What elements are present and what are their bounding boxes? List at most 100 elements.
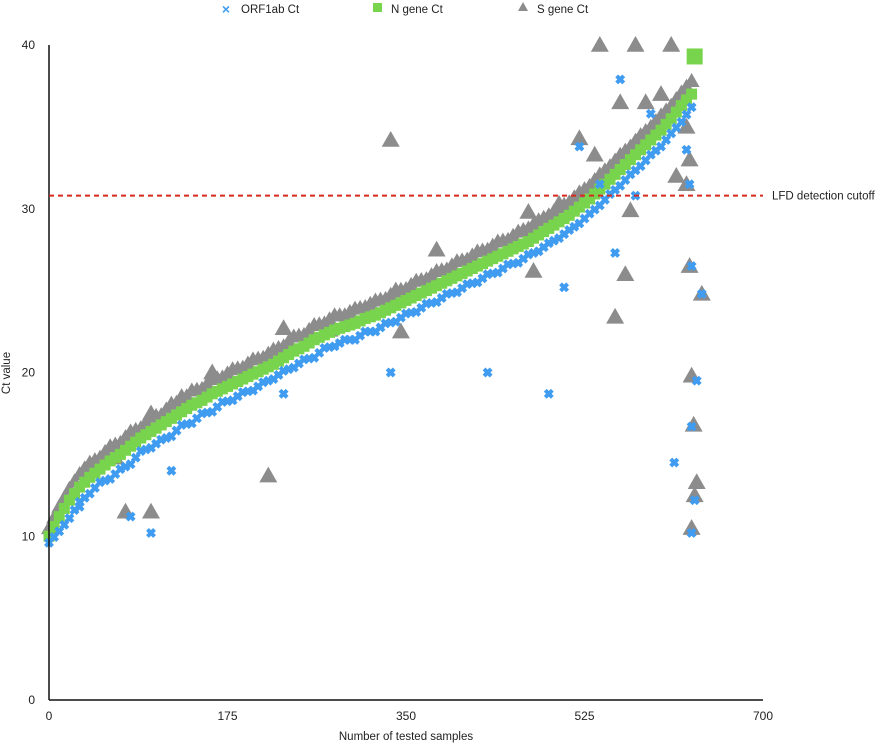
n-gene-ct-point (405, 292, 417, 304)
orf1ab-ct-point (278, 388, 289, 399)
n-gene-ct-point (58, 502, 70, 514)
orf1ab-ct-point (202, 407, 213, 418)
y-tick-label: 0 (28, 693, 35, 707)
s-gene-ct-point (423, 267, 440, 282)
orf1ab-ct-point (559, 282, 570, 293)
y-tick-label: 10 (22, 529, 36, 543)
n-gene-ct-point (262, 361, 274, 373)
legend-orf1ab-label: ORF1ab Ct (241, 4, 300, 16)
orf1ab-ct-point (375, 322, 386, 333)
n-gene-ct-point (589, 188, 601, 200)
orf1ab-ct-point (191, 413, 202, 424)
s-gene-ct-point (203, 363, 222, 380)
legend-s-gene-marker (518, 2, 528, 11)
n-gene-ct-point (395, 297, 407, 309)
s-gene-ct-point (515, 222, 532, 237)
s-gene-ct-point (137, 414, 154, 429)
legend: × ORF1ab Ct N gene Ct S gene Ct (222, 1, 589, 17)
s-gene-ct-point (464, 247, 481, 262)
n-gene-ct-point (79, 476, 91, 488)
s-gene-ct-point (76, 460, 93, 475)
orf1ab-ct-point (446, 288, 457, 299)
x-tick-label: 525 (574, 709, 594, 723)
s-gene-ct-point (443, 257, 460, 272)
s-gene-ct-point (107, 436, 124, 451)
s-gene-ct-point (172, 388, 191, 404)
orf1ab-ct-point (630, 165, 641, 176)
orf1ab-ct-point (689, 495, 700, 506)
s-gene-ct-point (427, 240, 446, 257)
s-gene-ct-point (199, 375, 216, 390)
orf1ab-ct-point (365, 326, 376, 337)
s-gene-ct-point (505, 227, 522, 242)
orf1ab-ct-point (538, 242, 549, 253)
orf1ab-ct-point (691, 375, 702, 386)
n-gene-ct-point (222, 380, 233, 392)
orf1ab-ct-point (669, 457, 680, 468)
s-gene-ct-point (391, 322, 410, 339)
n-gene-ct-point (426, 282, 437, 294)
s-gene-ct-point (311, 316, 328, 331)
n-gene-ct-point (324, 326, 335, 338)
s-gene-ct-point (637, 122, 654, 137)
orf1ab-ct-point (242, 386, 253, 397)
n-gene-ct-point (211, 385, 223, 397)
orf1ab-ct-point (416, 302, 427, 313)
orf1ab-ct-point (645, 108, 656, 119)
cutoff-label: LFD detection cutoff (772, 191, 876, 203)
n-gene-ct-point (109, 452, 121, 464)
s-gene-ct-point (611, 93, 630, 110)
n-gene-ct-point (232, 376, 244, 388)
n-gene-ct-point (517, 238, 529, 250)
n-gene-ct-point (334, 322, 346, 334)
orf1ab-ct-point (146, 528, 156, 538)
n-gene-ct-point (650, 129, 662, 141)
legend-n-gene-label: N gene Ct (391, 4, 444, 16)
s-gene-ct-point (362, 295, 379, 310)
orf1ab-ct-point (273, 370, 284, 380)
orf1ab-ct-point (120, 461, 131, 472)
orf1ab-ct-point (89, 482, 100, 493)
s-gene-ct-point (403, 276, 420, 291)
orf1ab-ct-point (610, 184, 621, 195)
s-gene-ct-point (680, 150, 699, 167)
s-gene-ct-point (341, 303, 358, 318)
orf1ab-ct-point (166, 465, 177, 476)
orf1ab-ct-point (110, 469, 121, 479)
orf1ab-ct-point (161, 433, 172, 443)
orf1ab-ct-point (548, 235, 559, 246)
orf1ab-ct-point (686, 261, 697, 272)
s-gene-ct-point (97, 443, 114, 458)
orf1ab-ct-point (467, 278, 478, 289)
n-gene-ct-point (507, 243, 519, 255)
s-gene-ct-point (386, 281, 405, 298)
orf1ab-ct-point (599, 194, 610, 205)
orf1ab-ct-point (661, 135, 672, 145)
s-gene-ct-point (260, 345, 277, 360)
s-gene-ct-point (658, 102, 675, 117)
orf1ab-ct-point (681, 144, 692, 155)
s-gene-ct-point (280, 333, 297, 348)
s-gene-ct-point (474, 242, 491, 257)
x-tick-label: 0 (46, 709, 53, 723)
orf1ab-ct-point (222, 396, 233, 407)
s-gene-ct-point (142, 502, 160, 519)
s-gene-ct-point (494, 232, 511, 247)
n-gene-ct-point (665, 113, 677, 125)
orf1ab-ct-point (574, 141, 585, 152)
orf1ab-ct-point (181, 419, 192, 430)
n-gene-ct-point (364, 311, 376, 323)
n-gene-ct-point (497, 248, 509, 260)
n-gene-ct-point (385, 302, 397, 314)
n-gene-ct-point (191, 397, 203, 409)
s-gene-ct-point (413, 271, 430, 286)
n-gene-ct-point (568, 205, 580, 217)
n-gene-ct-point (242, 371, 254, 383)
orf1ab-ct-point (232, 391, 243, 402)
s-gene-ct-point (627, 132, 644, 147)
s-gene-ct-point (372, 291, 389, 306)
s-gene-ct-point (219, 365, 236, 380)
legend-s-gene-label: S gene Ct (537, 4, 589, 16)
s-gene-ct-point (158, 401, 175, 416)
